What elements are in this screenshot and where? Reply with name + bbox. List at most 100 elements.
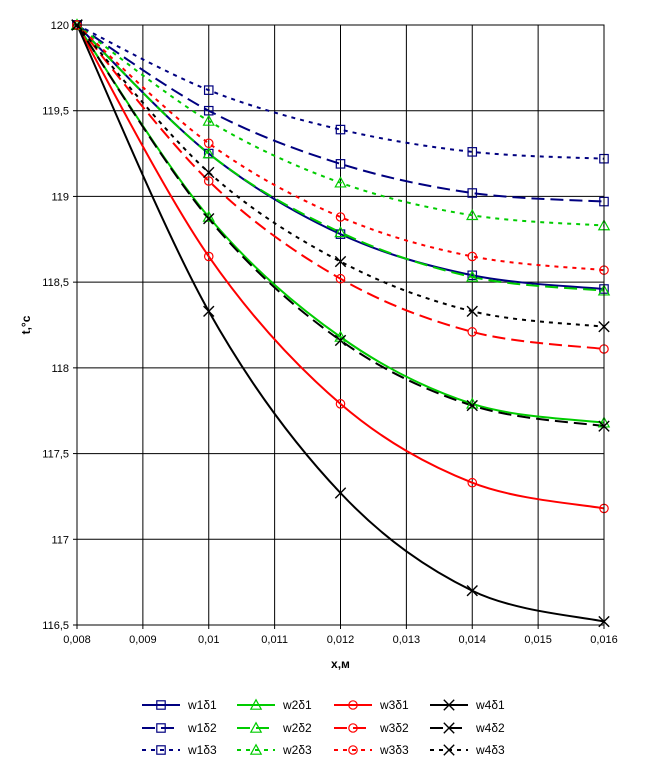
y-tick-label: 116,5 <box>42 620 69 632</box>
marker-stroke <box>443 722 455 734</box>
legend-label: w3δ3 <box>379 743 409 757</box>
legend-swatch-marker <box>249 743 263 755</box>
x-tick-label: 0,01 <box>198 634 219 646</box>
legend-label: w4δ1 <box>475 698 505 712</box>
data-point-w3δ2 <box>335 273 346 284</box>
marker-stroke <box>443 744 455 756</box>
x-tick-label: 0,008 <box>63 634 91 646</box>
marker-stroke <box>203 213 215 225</box>
y-tick-label: 119,5 <box>42 106 69 118</box>
legend-swatch-marker <box>156 723 166 733</box>
legend-item-w4δ3: w4δ3 <box>430 743 505 757</box>
legend-label: w1δ3 <box>187 743 217 757</box>
legend-item-w1δ2: w1δ2 <box>142 721 217 735</box>
legend-item-w2δ3: w2δ3 <box>237 743 312 757</box>
series-line-w2δ1 <box>76 24 605 424</box>
data-point-w4δ2 <box>334 334 347 347</box>
x-tick-label: 0,011 <box>261 634 288 646</box>
data-point-w2δ2 <box>202 147 215 159</box>
y-tick-label: 119 <box>51 191 69 203</box>
y-tick-label: 117,5 <box>42 449 69 461</box>
legend-label: w2δ2 <box>282 721 312 735</box>
series-line-w2δ3 <box>76 24 605 227</box>
series-line-w1δ3 <box>76 24 605 160</box>
y-axis-label: t,°c <box>19 315 33 334</box>
x-tick-label: 0,012 <box>327 634 355 646</box>
data-point-w4δ1 <box>334 487 347 499</box>
x-tick-label: 0,015 <box>524 634 552 646</box>
legend-swatch-marker <box>156 700 166 710</box>
data-point-w3δ2 <box>467 327 478 337</box>
y-tick-label: 120 <box>51 20 69 32</box>
series-line-w4δ2 <box>76 24 605 428</box>
data-point-w1δ3 <box>203 85 214 95</box>
y-tick-label: 118,5 <box>42 277 69 289</box>
data-point-w4δ2 <box>203 213 215 225</box>
legend-swatch-marker <box>348 700 358 710</box>
legend-label: w2δ3 <box>282 743 312 757</box>
y-tick-label: 118 <box>51 363 69 375</box>
legend-label: w1δ1 <box>187 698 217 712</box>
x-tick-label: 0,009 <box>129 634 157 646</box>
data-point-w1δ3 <box>335 124 346 135</box>
marker-stroke <box>203 305 215 317</box>
legend-label: w1δ2 <box>187 721 217 735</box>
legend-label: w4δ2 <box>475 721 505 735</box>
data-point-w1δ3 <box>467 147 478 157</box>
y-tick-label: 117 <box>51 534 69 546</box>
marker-stroke <box>443 699 455 711</box>
data-point-w3δ3 <box>467 251 478 262</box>
legend-item-w4δ1: w4δ1 <box>430 698 505 712</box>
data-point-w3δ3 <box>335 212 346 222</box>
data-point-w4δ1 <box>466 585 478 597</box>
data-point-w2δ3 <box>466 208 479 221</box>
data-point-w4δ3 <box>334 255 347 268</box>
series-line-w3δ2 <box>76 24 605 350</box>
legend-item-w3δ1: w3δ1 <box>334 698 409 712</box>
marker-stroke <box>334 255 347 268</box>
series-line-w1δ2 <box>76 24 605 203</box>
legend-label: w4δ3 <box>475 743 505 757</box>
data-point-w2δ2 <box>466 270 479 282</box>
legend-label: w3δ1 <box>379 698 409 712</box>
legend-swatch-marker <box>443 699 455 711</box>
legend-item-w3δ3: w3δ3 <box>334 743 409 757</box>
series-line-w1δ1 <box>76 24 605 290</box>
series-line-w4δ1 <box>76 24 605 623</box>
x-tick-label: 0,016 <box>590 634 618 646</box>
data-point-w4δ2 <box>466 399 478 412</box>
data-point-w4δ3 <box>466 305 478 317</box>
marker-stroke <box>466 305 478 317</box>
data-point-w2δ3 <box>202 114 215 126</box>
legend-swatch-marker <box>443 744 455 756</box>
marker-stroke <box>334 334 347 347</box>
data-point-w1δ2 <box>335 159 346 169</box>
legend-item-w3δ2: w3δ2 <box>334 721 409 735</box>
data-point-w3δ1 <box>467 477 478 488</box>
series-line-w4δ3 <box>76 24 605 328</box>
data-point-w4δ1 <box>203 305 215 317</box>
data-point-w3δ1 <box>335 399 346 409</box>
legend-label: w2δ1 <box>282 698 312 712</box>
series-line-w2δ2 <box>76 24 605 292</box>
marker-stroke <box>203 166 215 179</box>
legend-swatch-marker <box>249 698 263 710</box>
data-point-w1δ2 <box>467 188 478 198</box>
data-point-w2δ3 <box>334 176 347 188</box>
marker-stroke <box>466 585 478 597</box>
series-lines <box>76 24 605 623</box>
marker-stroke <box>466 399 478 412</box>
legend-swatch-marker <box>156 745 166 755</box>
data-point-w2δ2 <box>334 225 347 238</box>
x-axis-ticks: 0,008 0,009 0,01 0,011 0,012 0,013 0,014 0,015 0… <box>63 625 618 646</box>
legend-swatch-marker <box>348 723 358 733</box>
data-point-w4δ3 <box>203 166 215 179</box>
x-tick-label: 0,014 <box>458 634 486 646</box>
legend-swatch-marker <box>249 721 263 733</box>
series-line-w3δ3 <box>76 24 605 272</box>
y-axis-ticks: 116,5 117 117,5 118 118,5 119 119,5 120 <box>42 20 77 632</box>
legend: w1δ1 w1δ2 w1δ3 w2δ1 w2δ2 w2δ3 w3δ1 w3δ2 w3δ3 w4δ1… <box>142 698 505 757</box>
legend-item-w2δ2: w2δ2 <box>237 721 312 735</box>
